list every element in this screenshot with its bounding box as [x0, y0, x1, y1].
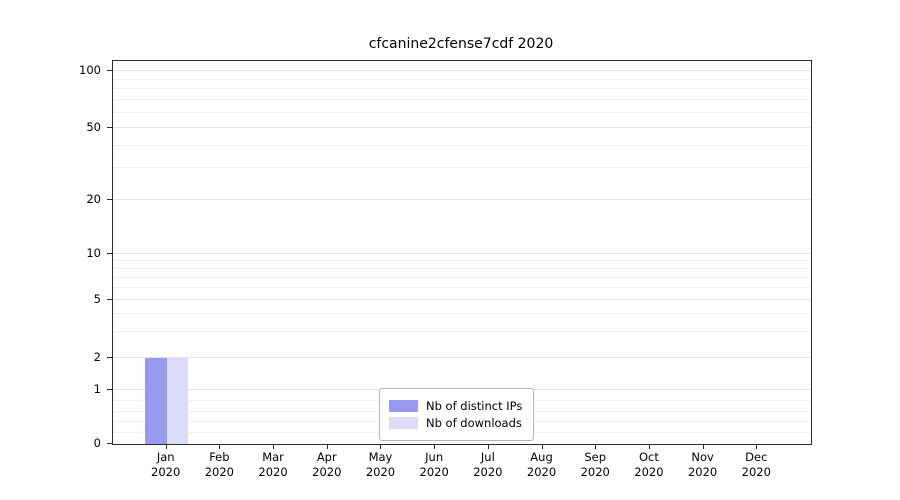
minor-gridline: [113, 260, 811, 261]
x-tick-label: Sep 2020: [580, 450, 610, 479]
minor-gridline: [113, 78, 811, 80]
legend-entry-distinct-ips: Nb of distinct IPs: [389, 399, 522, 413]
y-tick-mark: [107, 443, 112, 444]
y-tick-label: 100: [79, 62, 101, 77]
y-tick-label: 50: [86, 119, 101, 134]
x-tick-label: Oct 2020: [634, 450, 664, 479]
y-tick-mark: [107, 356, 112, 358]
y-tick-label: 2: [93, 349, 101, 364]
legend-label: Nb of downloads: [426, 416, 522, 430]
x-tick-label: May 2020: [365, 450, 396, 479]
minor-gridline: [113, 313, 811, 315]
major-gridline: [113, 127, 811, 128]
minor-gridline: [113, 99, 811, 101]
x-tick-label: Jul 2020: [473, 450, 503, 479]
y-tick-label: 20: [86, 191, 101, 206]
minor-gridline: [113, 112, 811, 113]
minor-gridline: [113, 88, 811, 90]
y-tick-label: 10: [86, 245, 101, 260]
x-tick-mark: [434, 444, 436, 449]
minor-gridline: [113, 276, 811, 278]
x-tick-mark: [165, 444, 167, 449]
x-tick-mark: [380, 444, 382, 449]
y-tick-mark: [107, 298, 112, 300]
major-gridline: [113, 356, 811, 358]
x-tick-label: Dec 2020: [741, 450, 771, 479]
x-tick-label: Jan 2020: [151, 450, 181, 479]
legend: Nb of distinct IPs Nb of downloads: [379, 388, 535, 441]
x-tick-label: Mar 2020: [258, 450, 288, 479]
x-tick-label: Feb 2020: [204, 450, 235, 479]
minor-gridline: [113, 144, 811, 146]
x-tick-label: Apr 2020: [312, 450, 342, 479]
major-gridline: [113, 70, 811, 71]
chart-title: cfcanine2cfense7cdf 2020: [368, 36, 554, 52]
x-tick-mark: [541, 444, 543, 449]
x-tick-mark: [219, 444, 221, 449]
minor-gridline: [113, 167, 811, 169]
x-tick-mark: [648, 444, 650, 449]
x-tick-mark: [702, 444, 704, 449]
x-tick-mark: [273, 444, 275, 449]
x-tick-mark: [487, 444, 489, 449]
x-tick-label: Nov 2020: [687, 450, 718, 479]
legend-entry-downloads: Nb of downloads: [389, 416, 522, 430]
y-tick-mark: [107, 69, 112, 71]
y-tick-label: 0: [93, 436, 101, 450]
legend-swatch-downloads: [389, 417, 418, 429]
major-gridline: [113, 299, 811, 300]
bar-distinct-ips: [145, 357, 167, 444]
minor-gridline: [113, 331, 811, 333]
y-tick-label: 5: [93, 291, 101, 306]
legend-swatch-distinct-ips: [389, 400, 418, 412]
x-tick-mark: [326, 444, 328, 449]
x-tick-label: Jun 2020: [419, 450, 449, 479]
x-tick-mark: [756, 444, 758, 449]
y-tick-mark: [107, 126, 112, 128]
y-tick-label: 1: [93, 381, 101, 396]
bar-downloads: [166, 357, 189, 444]
x-tick-label: Aug 2020: [526, 450, 557, 479]
major-gridline: [113, 199, 811, 200]
y-tick-mark: [107, 252, 112, 254]
minor-gridline: [113, 286, 811, 288]
major-gridline: [113, 253, 811, 254]
minor-gridline: [113, 267, 811, 269]
y-tick-mark: [107, 388, 112, 390]
x-tick-mark: [595, 444, 597, 449]
y-tick-mark: [107, 198, 112, 200]
legend-label: Nb of distinct IPs: [426, 399, 523, 413]
